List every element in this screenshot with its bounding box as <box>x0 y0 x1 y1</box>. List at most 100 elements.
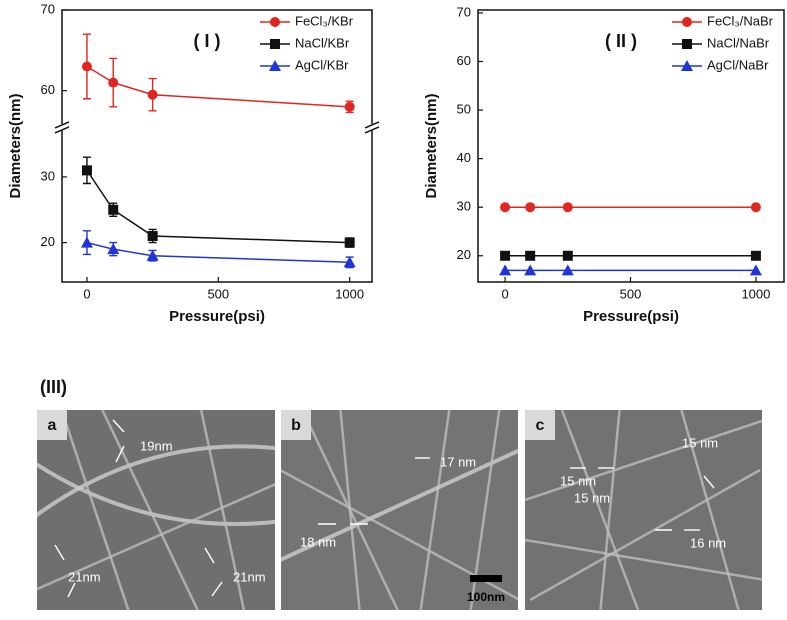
fiber <box>60 410 130 610</box>
panel-letter: c <box>536 417 545 434</box>
panel-letter: a <box>48 417 57 434</box>
panel-letter-box <box>37 410 67 440</box>
marker <box>343 256 356 268</box>
arrow <box>211 581 223 597</box>
y-tick-label: 70 <box>41 1 55 16</box>
fiber <box>100 410 200 610</box>
diameter-annotation: 16 nm <box>690 535 726 550</box>
arrow <box>115 445 125 463</box>
marker <box>681 60 693 71</box>
plot-frame <box>61 9 373 283</box>
fiber <box>37 483 275 591</box>
marker <box>750 202 761 213</box>
legend-label: AgCl/NaBr <box>707 57 769 72</box>
x-tick-label: 1000 <box>741 286 770 301</box>
marker <box>80 236 93 248</box>
fiber <box>529 468 761 602</box>
legend-label: AgCl/KBr <box>295 57 349 72</box>
arrow <box>703 475 715 489</box>
fiber <box>199 410 246 610</box>
marker <box>147 231 158 242</box>
fiber <box>37 444 275 518</box>
x-tick-label: 0 <box>501 286 508 301</box>
x-tick-label: 500 <box>620 286 642 301</box>
marker <box>499 264 512 276</box>
arrow <box>204 547 215 564</box>
marker <box>500 250 511 261</box>
fiber <box>599 410 621 610</box>
micrograph-b <box>281 410 518 610</box>
y-tick-label: 70 <box>457 4 471 19</box>
marker <box>107 243 120 255</box>
marker <box>682 17 692 27</box>
y-tick-label: 30 <box>457 199 471 214</box>
diameter-annotation: 15 nm <box>574 490 610 505</box>
fiber <box>419 410 451 610</box>
x-axis-title: Pressure(psi) <box>583 308 679 325</box>
diameter-annotation: 15 nm <box>682 435 718 450</box>
scale-bar <box>470 575 502 582</box>
marker <box>525 202 536 213</box>
marker <box>682 39 692 49</box>
marker <box>270 17 280 27</box>
fiber <box>300 410 400 610</box>
marker <box>750 250 761 261</box>
marker <box>749 264 762 276</box>
arrow <box>67 582 76 598</box>
axis-break <box>54 121 70 129</box>
axis-break <box>364 121 380 129</box>
micrograph-bg <box>525 410 762 610</box>
scale-bar-label: 100nm <box>467 590 505 604</box>
marker <box>562 202 573 213</box>
y-tick-label: 30 <box>41 168 55 183</box>
panel-letter: b <box>291 417 301 434</box>
marker <box>108 77 119 88</box>
x-tick-label: 500 <box>207 286 229 301</box>
micrograph-bg <box>37 410 275 610</box>
x-tick-label: 0 <box>83 286 90 301</box>
y-axis-title: Diameters(nm) <box>423 93 440 198</box>
diameter-annotation: 21nm <box>233 569 266 584</box>
arrow <box>112 419 125 433</box>
fiber <box>560 410 640 610</box>
fiber <box>525 538 762 581</box>
micrograph-section-label: (III) <box>40 377 67 397</box>
plot-frame <box>477 9 785 283</box>
marker <box>147 89 158 100</box>
marker <box>146 249 159 261</box>
series-line <box>86 65 350 108</box>
fiber <box>281 448 518 562</box>
diameter-annotation: 19nm <box>140 438 173 453</box>
axis-break-gap <box>365 123 379 130</box>
y-tick-label: 60 <box>41 82 55 97</box>
y-axis-title: Diameters(nm) <box>7 93 24 198</box>
arrow <box>54 544 65 561</box>
marker <box>81 61 92 72</box>
marker <box>562 250 573 261</box>
marker <box>500 202 511 213</box>
axis-break <box>364 126 380 134</box>
marker <box>344 237 355 248</box>
diameter-annotation: 17 nm <box>440 454 476 469</box>
marker <box>108 204 119 215</box>
y-tick-label: 20 <box>457 247 471 262</box>
axis-break <box>54 126 70 134</box>
marker <box>561 264 574 276</box>
marker <box>270 39 280 49</box>
marker <box>269 60 281 71</box>
micrograph-c <box>525 410 762 610</box>
panel-label: ( I ) <box>194 31 221 51</box>
diameter-annotation: 15 nm <box>560 473 596 488</box>
diameter-annotation: 21nm <box>68 569 101 584</box>
panel-letter-box <box>525 410 555 440</box>
diameter-annotation: 18 nm <box>300 534 336 549</box>
legend-label: FeCl₃/KBr <box>295 13 354 28</box>
marker <box>344 101 355 112</box>
axis-break-gap <box>55 123 69 130</box>
panel-label: ( II ) <box>605 31 637 51</box>
y-tick-label: 20 <box>41 234 55 249</box>
y-tick-label: 50 <box>457 101 471 116</box>
panel-letter-box <box>281 410 311 440</box>
y-tick-label: 40 <box>457 150 471 165</box>
